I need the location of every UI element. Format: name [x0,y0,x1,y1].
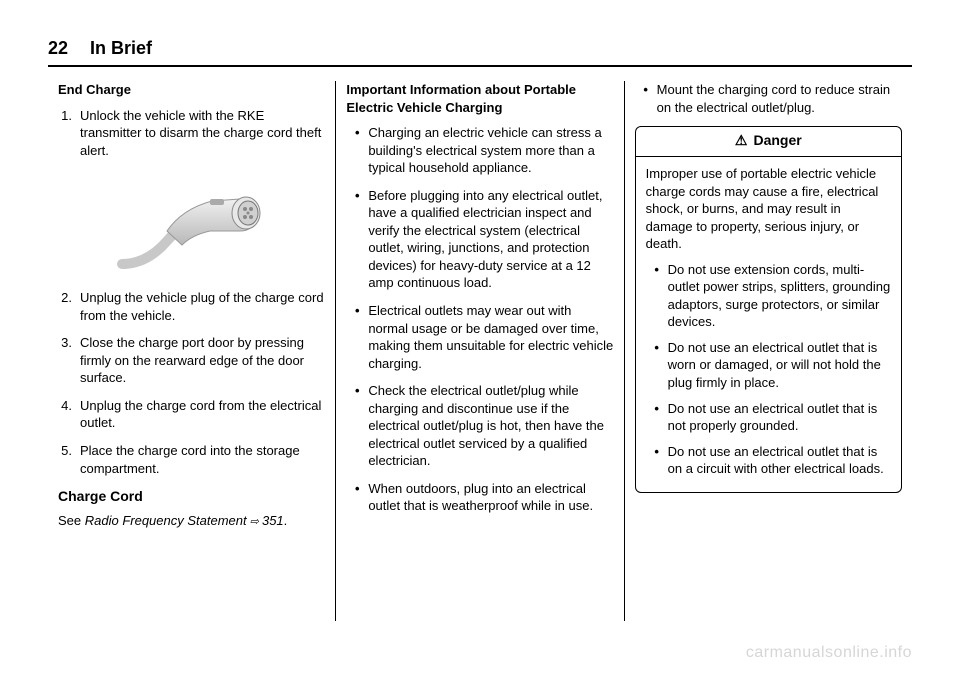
danger-label: Danger [753,131,801,150]
list-item: •Do not use an electrical outlet that is… [646,443,891,478]
plug-icon [112,169,272,279]
bullet-text: Charging an electric vehicle can stress … [368,124,613,177]
bullet-icon: • [346,187,368,292]
danger-body: Improper use of portable electric vehicl… [636,157,901,492]
step-number: 2. [58,289,80,324]
end-charge-steps-cont: 2.Unplug the vehicle plug of the charge … [58,289,325,477]
column-3: •Mount the charging cord to reduce strai… [624,81,912,621]
danger-title-bar: ⚠ Danger [636,127,901,157]
see-ref-page: 351 [262,513,284,528]
step-text: Unlock the vehicle with the RKE transmit… [80,107,325,160]
list-item: •Do not use an electrical outlet that is… [646,339,891,392]
step-number: 4. [58,397,80,432]
list-item: •When outdoors, plug into an electrical … [346,480,613,515]
see-ref-title: Radio Frequency Statement [85,513,247,528]
step-text: Place the charge cord into the storage c… [80,442,325,477]
danger-intro: Improper use of portable electric vehicl… [646,165,891,253]
manual-page: 22 In Brief End Charge 1. Unlock the veh… [0,0,960,678]
important-info-heading: Important Information about Portable Ele… [346,81,613,116]
bullet-icon: • [646,261,668,331]
list-item: •Electrical outlets may wear out with no… [346,302,613,372]
list-item: 3.Close the charge port door by pressing… [58,334,325,387]
page-header: 22 In Brief [48,38,912,67]
list-item: •Do not use an electrical outlet that is… [646,400,891,435]
danger-bullet-list: •Do not use extension cords, multi-outle… [646,261,891,478]
page-number: 22 [48,38,68,59]
bullet-text: Before plugging into any electrical outl… [368,187,613,292]
list-item: •Check the electrical outlet/plug while … [346,382,613,470]
charge-plug-illustration [112,169,272,279]
step-text: Close the charge port door by pressing f… [80,334,325,387]
column-1: End Charge 1. Unlock the vehicle with th… [48,81,335,621]
list-item: •Charging an electric vehicle can stress… [346,124,613,177]
bullet-text: Mount the charging cord to reduce strain… [657,81,902,116]
list-item: 1. Unlock the vehicle with the RKE trans… [58,107,325,160]
danger-callout: ⚠ Danger Improper use of portable electr… [635,126,902,493]
see-reference: See Radio Frequency Statement ⇨ 351. [58,512,325,530]
list-item: 5.Place the charge cord into the storage… [58,442,325,477]
list-item: •Before plugging into any electrical out… [346,187,613,292]
warning-triangle-icon: ⚠ [735,131,748,150]
step-number: 3. [58,334,80,387]
bullet-icon: • [646,443,668,478]
ref-symbol: ⇨ [247,516,262,528]
bullet-icon: • [346,124,368,177]
content-columns: End Charge 1. Unlock the vehicle with th… [48,81,912,621]
section-title: In Brief [90,38,152,59]
bullet-text: Do not use an electrical outlet that is … [668,400,891,435]
watermark: carmanualsonline.info [746,644,912,662]
step-number: 1. [58,107,80,160]
see-suffix: . [284,513,288,528]
list-item: •Mount the charging cord to reduce strai… [635,81,902,116]
list-item: •Do not use extension cords, multi-outle… [646,261,891,331]
bullet-text: Electrical outlets may wear out with nor… [368,302,613,372]
bullet-icon: • [646,400,668,435]
bullet-icon: • [635,81,657,116]
list-item: 4.Unplug the charge cord from the electr… [58,397,325,432]
charging-info-list: •Charging an electric vehicle can stress… [346,124,613,515]
charge-cord-heading: Charge Cord [58,487,325,506]
step-number: 5. [58,442,80,477]
bullet-icon: • [346,382,368,470]
bullet-text: Do not use an electrical outlet that is … [668,339,891,392]
step-text: Unplug the charge cord from the electric… [80,397,325,432]
bullet-icon: • [346,302,368,372]
bullet-text: Do not use extension cords, multi-outlet… [668,261,891,331]
bullet-icon: • [646,339,668,392]
bullet-icon: • [346,480,368,515]
step-text: Unplug the vehicle plug of the charge co… [80,289,325,324]
bullet-text: Do not use an electrical outlet that is … [668,443,891,478]
column-2: Important Information about Portable Ele… [335,81,623,621]
mount-cord-list: •Mount the charging cord to reduce strai… [635,81,902,116]
list-item: 2.Unplug the vehicle plug of the charge … [58,289,325,324]
bullet-text: When outdoors, plug into an electrical o… [368,480,613,515]
see-prefix: See [58,513,85,528]
end-charge-steps: 1. Unlock the vehicle with the RKE trans… [58,107,325,160]
end-charge-heading: End Charge [58,81,325,99]
bullet-text: Check the electrical outlet/plug while c… [368,382,613,470]
